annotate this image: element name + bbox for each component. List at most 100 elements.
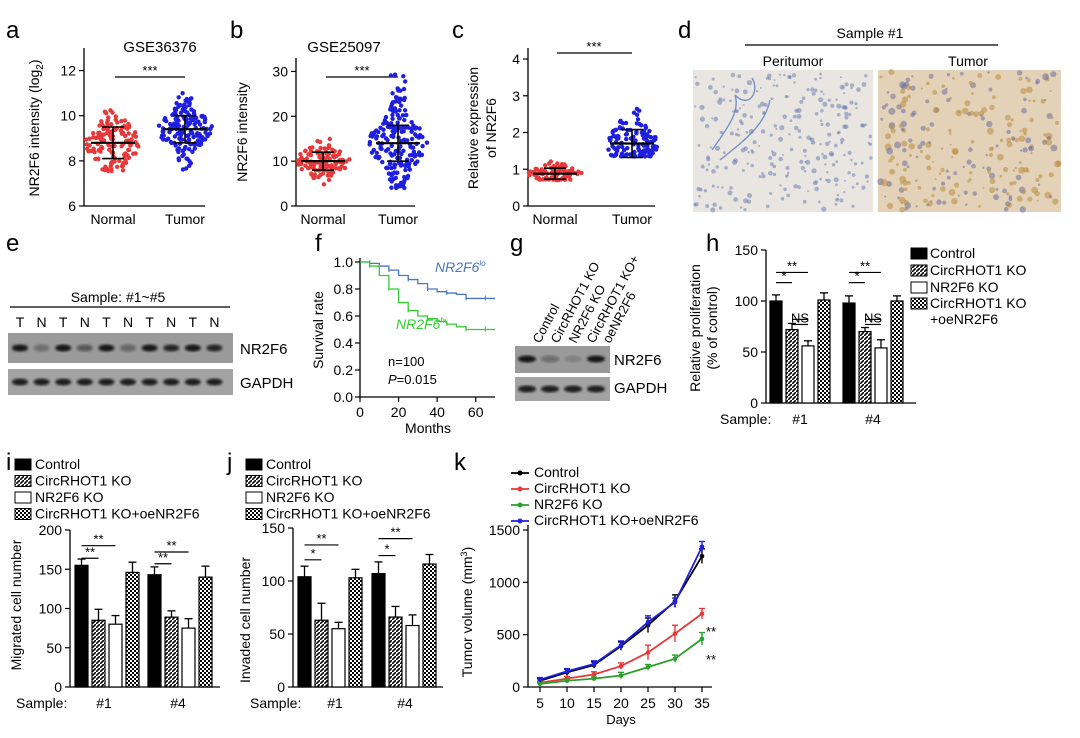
stain-blot: [1046, 136, 1051, 140]
nucleus: [718, 97, 723, 101]
stain-blot: [969, 171, 973, 175]
panel-letter-b: b: [230, 17, 243, 44]
panel-j-legend-swatch: [245, 458, 263, 471]
data-point: [191, 134, 196, 139]
data-point: [126, 147, 131, 153]
panel-j-sample-1: #1: [327, 695, 343, 711]
lane-label-n: N: [209, 314, 219, 330]
panel-h-bar: [874, 347, 888, 404]
panel-f-xtick-label: 40: [429, 404, 445, 420]
nucleus: [775, 84, 779, 88]
data-point: [403, 167, 408, 173]
nucleus: [793, 81, 796, 84]
nucleus: [811, 91, 816, 96]
stain-blot: [926, 165, 932, 171]
data-point: [393, 148, 398, 154]
stain-blot: [919, 149, 924, 154]
stain-blot: [1046, 113, 1053, 119]
panel-a: a GSE36376 6 8 10 12 NR2F6 intensity (log2)…: [6, 17, 214, 227]
data-point: [122, 118, 128, 123]
data-point: [634, 106, 640, 112]
data-point: [84, 142, 90, 147]
nucleus: [768, 156, 773, 160]
data-point: [374, 150, 379, 156]
panel-i-ytick-label: 0: [54, 679, 62, 695]
panel-k-line: [539, 555, 703, 682]
nucleus: [854, 102, 858, 106]
nucleus: [746, 162, 749, 165]
panel-f-xtick-label: 0: [356, 404, 364, 420]
stain-blot: [909, 153, 913, 157]
data-point: [100, 145, 105, 151]
lane-label-n: N: [166, 314, 176, 330]
panel-b-significance: ***: [354, 63, 369, 78]
nucleus: [824, 163, 827, 166]
stain-blot: [1049, 195, 1053, 199]
data-point: [104, 111, 109, 116]
panel-i-bar: [74, 564, 89, 688]
nucleus: [868, 134, 872, 139]
data-point: [392, 162, 398, 168]
stain-blot: [949, 143, 952, 146]
stain-blot: [886, 202, 894, 209]
nr2f6-band: [98, 344, 115, 352]
panel-i-bar: [125, 571, 140, 688]
nucleus: [757, 104, 762, 109]
nucleus: [785, 166, 790, 170]
stain-blot: [1017, 70, 1023, 76]
data-point: [180, 91, 185, 96]
nucleus: [803, 169, 807, 173]
stain-blot: [1014, 137, 1019, 143]
data-point: [327, 136, 332, 142]
panel-a-significance: ***: [142, 63, 157, 78]
data-point: [646, 147, 651, 153]
nucleus: [769, 192, 773, 195]
panel-j-sample-label: Sample:: [250, 695, 301, 711]
stain-blot: [953, 171, 957, 176]
data-point: [321, 182, 327, 187]
data-point: [417, 126, 422, 131]
panel-a-ytick-label: 8: [68, 153, 76, 169]
panel-b-ytick-label: 20: [272, 108, 288, 124]
nucleus: [762, 111, 766, 115]
data-point: [394, 185, 399, 191]
stain-blot: [987, 169, 992, 174]
nucleus: [781, 154, 784, 156]
panel-f-ytick-label: 1.0: [334, 254, 354, 270]
data-point: [195, 138, 201, 143]
data-point: [113, 114, 119, 119]
nucleus: [713, 116, 719, 122]
stain-blot: [888, 69, 895, 75]
stain-blot: [992, 95, 996, 100]
panel-i-legend-swatch: [14, 508, 32, 520]
nucleus: [811, 140, 816, 145]
panel-j-legend-label: Control: [266, 456, 311, 472]
data-point: [395, 120, 400, 125]
stain-blot: [941, 89, 948, 95]
g-nr2f6-band: [541, 355, 559, 363]
stain-blot: [977, 73, 983, 78]
panel-i-sig-label: **: [166, 538, 176, 553]
stain-blot: [932, 186, 936, 191]
stain-blot: [897, 196, 900, 200]
data-point: [133, 130, 138, 135]
stain-blot: [961, 107, 969, 115]
nucleus: [721, 186, 724, 189]
data-point: [91, 131, 96, 136]
panel-k-point: [699, 553, 705, 559]
nucleus: [826, 171, 829, 174]
nr2f6-band: [33, 344, 50, 352]
data-point: [411, 149, 417, 154]
g-nr2f6-band: [518, 355, 536, 363]
stain-blot: [890, 128, 896, 134]
nucleus: [773, 124, 777, 128]
panel-f-xtick-label: 20: [391, 404, 407, 420]
data-point: [380, 133, 385, 139]
data-point: [417, 153, 423, 158]
data-point: [399, 180, 405, 186]
gapdh-band: [163, 378, 180, 386]
data-point: [173, 143, 178, 148]
gapdh-band: [141, 378, 158, 386]
stain-blot: [1018, 76, 1023, 81]
